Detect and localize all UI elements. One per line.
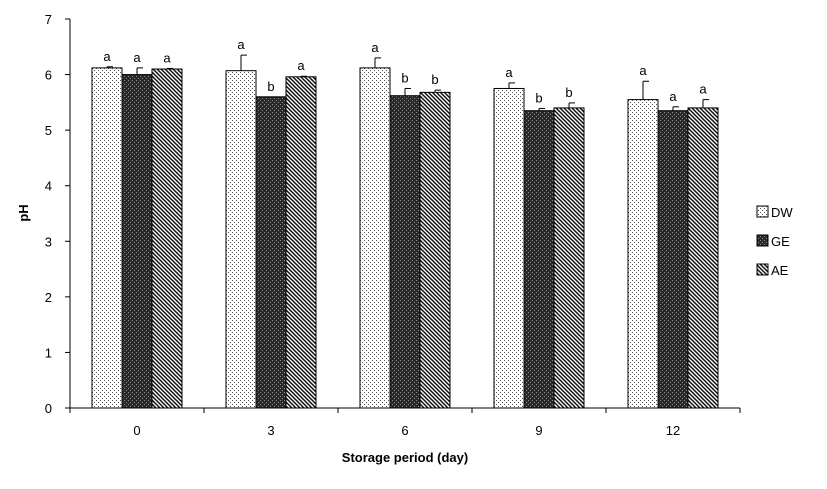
significance-letter: a xyxy=(371,40,379,55)
significance-letter: a xyxy=(699,82,707,97)
significance-letter: a xyxy=(297,58,305,73)
x-axis-ticks: 0 3 6 9 12 xyxy=(69,408,741,438)
bar-ae-12 xyxy=(687,107,719,409)
x-tick-label: 0 xyxy=(133,423,140,438)
bar-ge-9 xyxy=(523,110,555,409)
significance-letter: a xyxy=(237,37,245,52)
bar-dw-6 xyxy=(359,67,391,409)
bar-dw-3 xyxy=(225,70,257,409)
bar-ge-0 xyxy=(121,74,153,409)
significance-letter: b xyxy=(267,79,274,94)
legend-label-ae: AE xyxy=(771,263,789,278)
x-tick-label: 6 xyxy=(401,423,408,438)
y-axis-ticks: 0 1 2 3 4 5 6 7 xyxy=(45,12,70,416)
y-tick-label: 6 xyxy=(45,68,52,83)
bar-dw-9 xyxy=(493,87,525,409)
legend-label-dw: DW xyxy=(771,205,793,220)
significance-letter: b xyxy=(565,85,572,100)
significance-letter: b xyxy=(401,70,408,85)
x-axis-title: Storage period (day) xyxy=(342,450,468,465)
legend-label-ge: GE xyxy=(771,234,790,249)
x-tick-label: 12 xyxy=(666,423,680,438)
y-tick-label: 4 xyxy=(45,179,52,194)
y-tick-label: 2 xyxy=(45,290,52,305)
bar-dw-0 xyxy=(91,67,123,409)
significance-letter: a xyxy=(505,65,513,80)
y-tick-label: 1 xyxy=(45,345,52,360)
significance-letter: b xyxy=(431,72,438,87)
bar-ge-6 xyxy=(389,95,421,409)
significance-letter: a xyxy=(639,63,647,78)
y-tick-label: 5 xyxy=(45,123,52,138)
legend-swatch-ae xyxy=(756,263,769,276)
significance-letter: a xyxy=(163,50,171,65)
legend: DW GE AE xyxy=(756,205,793,278)
plot-area: a a a a b a a b b a b b a a a xyxy=(91,37,719,409)
legend-swatch-ge xyxy=(756,234,769,247)
significance-letter: a xyxy=(133,50,141,65)
significance-letter: a xyxy=(103,49,111,64)
x-tick-label: 3 xyxy=(267,423,274,438)
significance-letter: b xyxy=(535,90,542,105)
bar-ae-3 xyxy=(285,76,317,409)
bar-dw-12 xyxy=(627,99,659,409)
legend-swatch-dw xyxy=(756,205,769,218)
bar-ae-0 xyxy=(151,68,183,409)
bar-ge-3 xyxy=(255,96,287,409)
bar-ge-12 xyxy=(657,110,689,409)
y-tick-label: 3 xyxy=(45,234,52,249)
x-tick-label: 9 xyxy=(535,423,542,438)
significance-letter: a xyxy=(669,89,677,104)
y-axis-title: pH xyxy=(16,204,31,221)
bar-ae-6 xyxy=(419,91,451,409)
bar-ae-9 xyxy=(553,107,585,409)
y-tick-label: 0 xyxy=(45,401,52,416)
y-tick-label: 7 xyxy=(45,12,52,27)
